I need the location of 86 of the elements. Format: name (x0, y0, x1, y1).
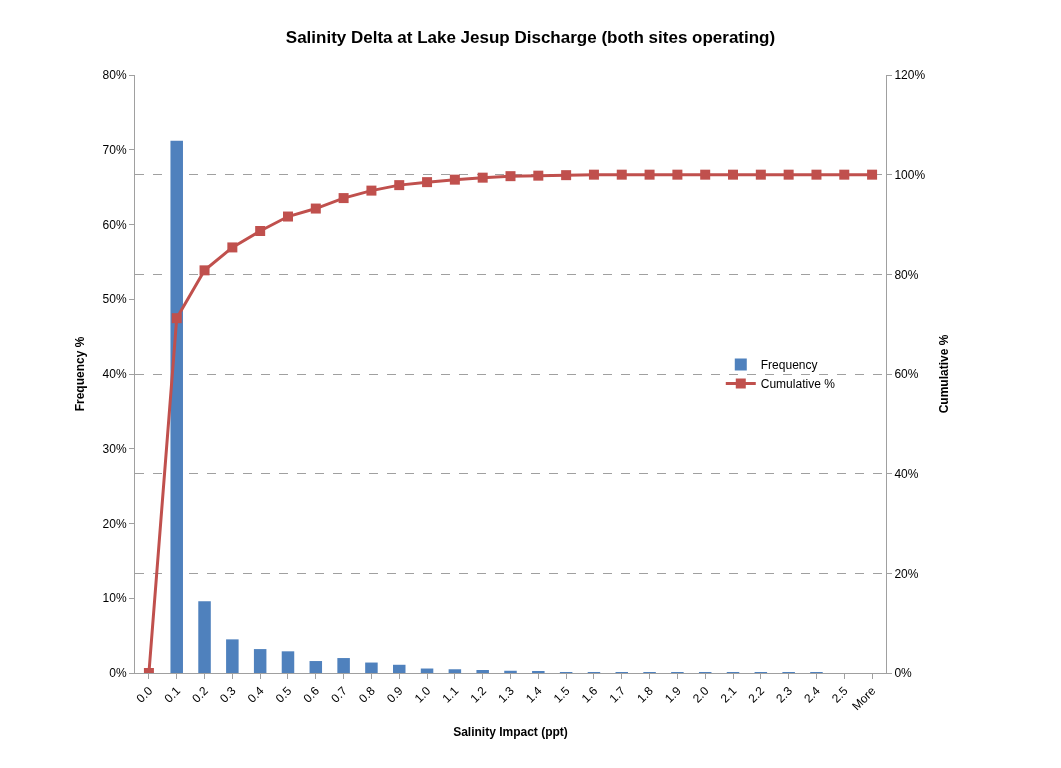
point (811, 169, 822, 180)
point (422, 177, 433, 188)
point (839, 169, 850, 180)
bar (198, 601, 211, 673)
y-tick-label: 70% (102, 142, 127, 157)
y-tick-label: 40% (102, 367, 127, 382)
point (255, 225, 266, 236)
y-tick-label: 20% (102, 516, 127, 531)
point (672, 169, 683, 180)
point (867, 169, 878, 180)
bar (253, 649, 267, 673)
point (588, 169, 599, 180)
y2-axis-title: Cumulative % (937, 334, 952, 414)
bar (309, 661, 323, 673)
point (338, 193, 349, 204)
x-tick-label: 1.3 (495, 683, 518, 706)
bar (448, 669, 462, 673)
point (755, 169, 766, 180)
point (199, 265, 210, 276)
y2-tick-label: 60% (894, 367, 919, 382)
bar (226, 639, 239, 673)
y2-tick-label: 20% (894, 566, 919, 581)
x-tick-label: 1.9 (662, 683, 684, 706)
x-tick-label: 1.8 (634, 683, 657, 706)
x-tick-label: 2.4 (801, 683, 824, 706)
point (282, 211, 293, 222)
bar (337, 658, 350, 673)
x-tick-label: 1.2 (467, 683, 490, 706)
point (366, 185, 377, 196)
bar (170, 140, 183, 673)
y-tick-label: 50% (102, 292, 127, 307)
point (477, 172, 488, 183)
point (449, 174, 460, 185)
x-tick-label: 0.6 (300, 683, 323, 706)
point (394, 180, 405, 191)
x-axis-title: Salinity Impact (ppt) (453, 725, 568, 739)
legend-label: Frequency (760, 358, 818, 373)
x-tick-label: 0.9 (383, 683, 406, 706)
point (505, 171, 516, 182)
x-tick-label: 0.7 (328, 683, 351, 706)
x-tick-label: 0.8 (356, 683, 379, 706)
point (644, 169, 655, 180)
x-tick-label: 0.3 (217, 683, 239, 706)
y2-tick-label: 0% (894, 666, 913, 681)
point (310, 203, 321, 214)
point (700, 169, 711, 180)
y-tick-label: 30% (102, 441, 127, 456)
x-tick-label: 0.0 (133, 683, 156, 706)
y-tick-label: 10% (102, 591, 127, 606)
x-tick-label: 0.5 (272, 683, 295, 706)
point (728, 169, 739, 180)
point (561, 170, 572, 181)
x-tick-label: 1.4 (522, 683, 545, 706)
x-tick-label: 1.5 (550, 683, 573, 706)
x-tick-label: 2.1 (717, 683, 740, 706)
bar (281, 651, 295, 673)
y2-tick-label: 100% (894, 167, 926, 182)
x-tick-label: 0.2 (189, 683, 212, 706)
legend-label: Cumulative % (760, 377, 836, 392)
bar (365, 662, 378, 673)
x-tick-label: 2.5 (828, 683, 851, 706)
x-tick-label: 0.1 (161, 683, 184, 706)
x-tick-label: 2.2 (745, 683, 768, 706)
x-tick-label: 1.1 (439, 683, 462, 706)
y-axis-title: Frequency % (72, 336, 87, 412)
point (783, 169, 794, 180)
point (171, 313, 182, 324)
y2-tick-label: 40% (894, 466, 919, 481)
y-tick-label: 60% (102, 217, 127, 232)
x-tick-label: 1.0 (411, 683, 434, 706)
x-tick-label: 0.4 (244, 683, 267, 706)
y2-tick-label: 80% (894, 267, 919, 282)
point (533, 170, 544, 181)
y-tick-label: 0% (109, 666, 127, 681)
x-tick-label: 2.0 (689, 683, 712, 706)
point (616, 169, 627, 180)
bar (476, 670, 489, 673)
x-tick-label: 1.7 (606, 683, 629, 706)
y-tick-label: 80% (102, 68, 127, 83)
y2-tick-label: 120% (894, 68, 926, 83)
x-tick-label: 2.3 (773, 683, 796, 706)
bar (392, 664, 406, 673)
point (227, 242, 238, 253)
bar (504, 670, 517, 673)
chart-title: Salinity Delta at Lake Jesup Discharge (both sites operating) (285, 27, 776, 47)
x-tick-label: 1.6 (578, 683, 601, 706)
